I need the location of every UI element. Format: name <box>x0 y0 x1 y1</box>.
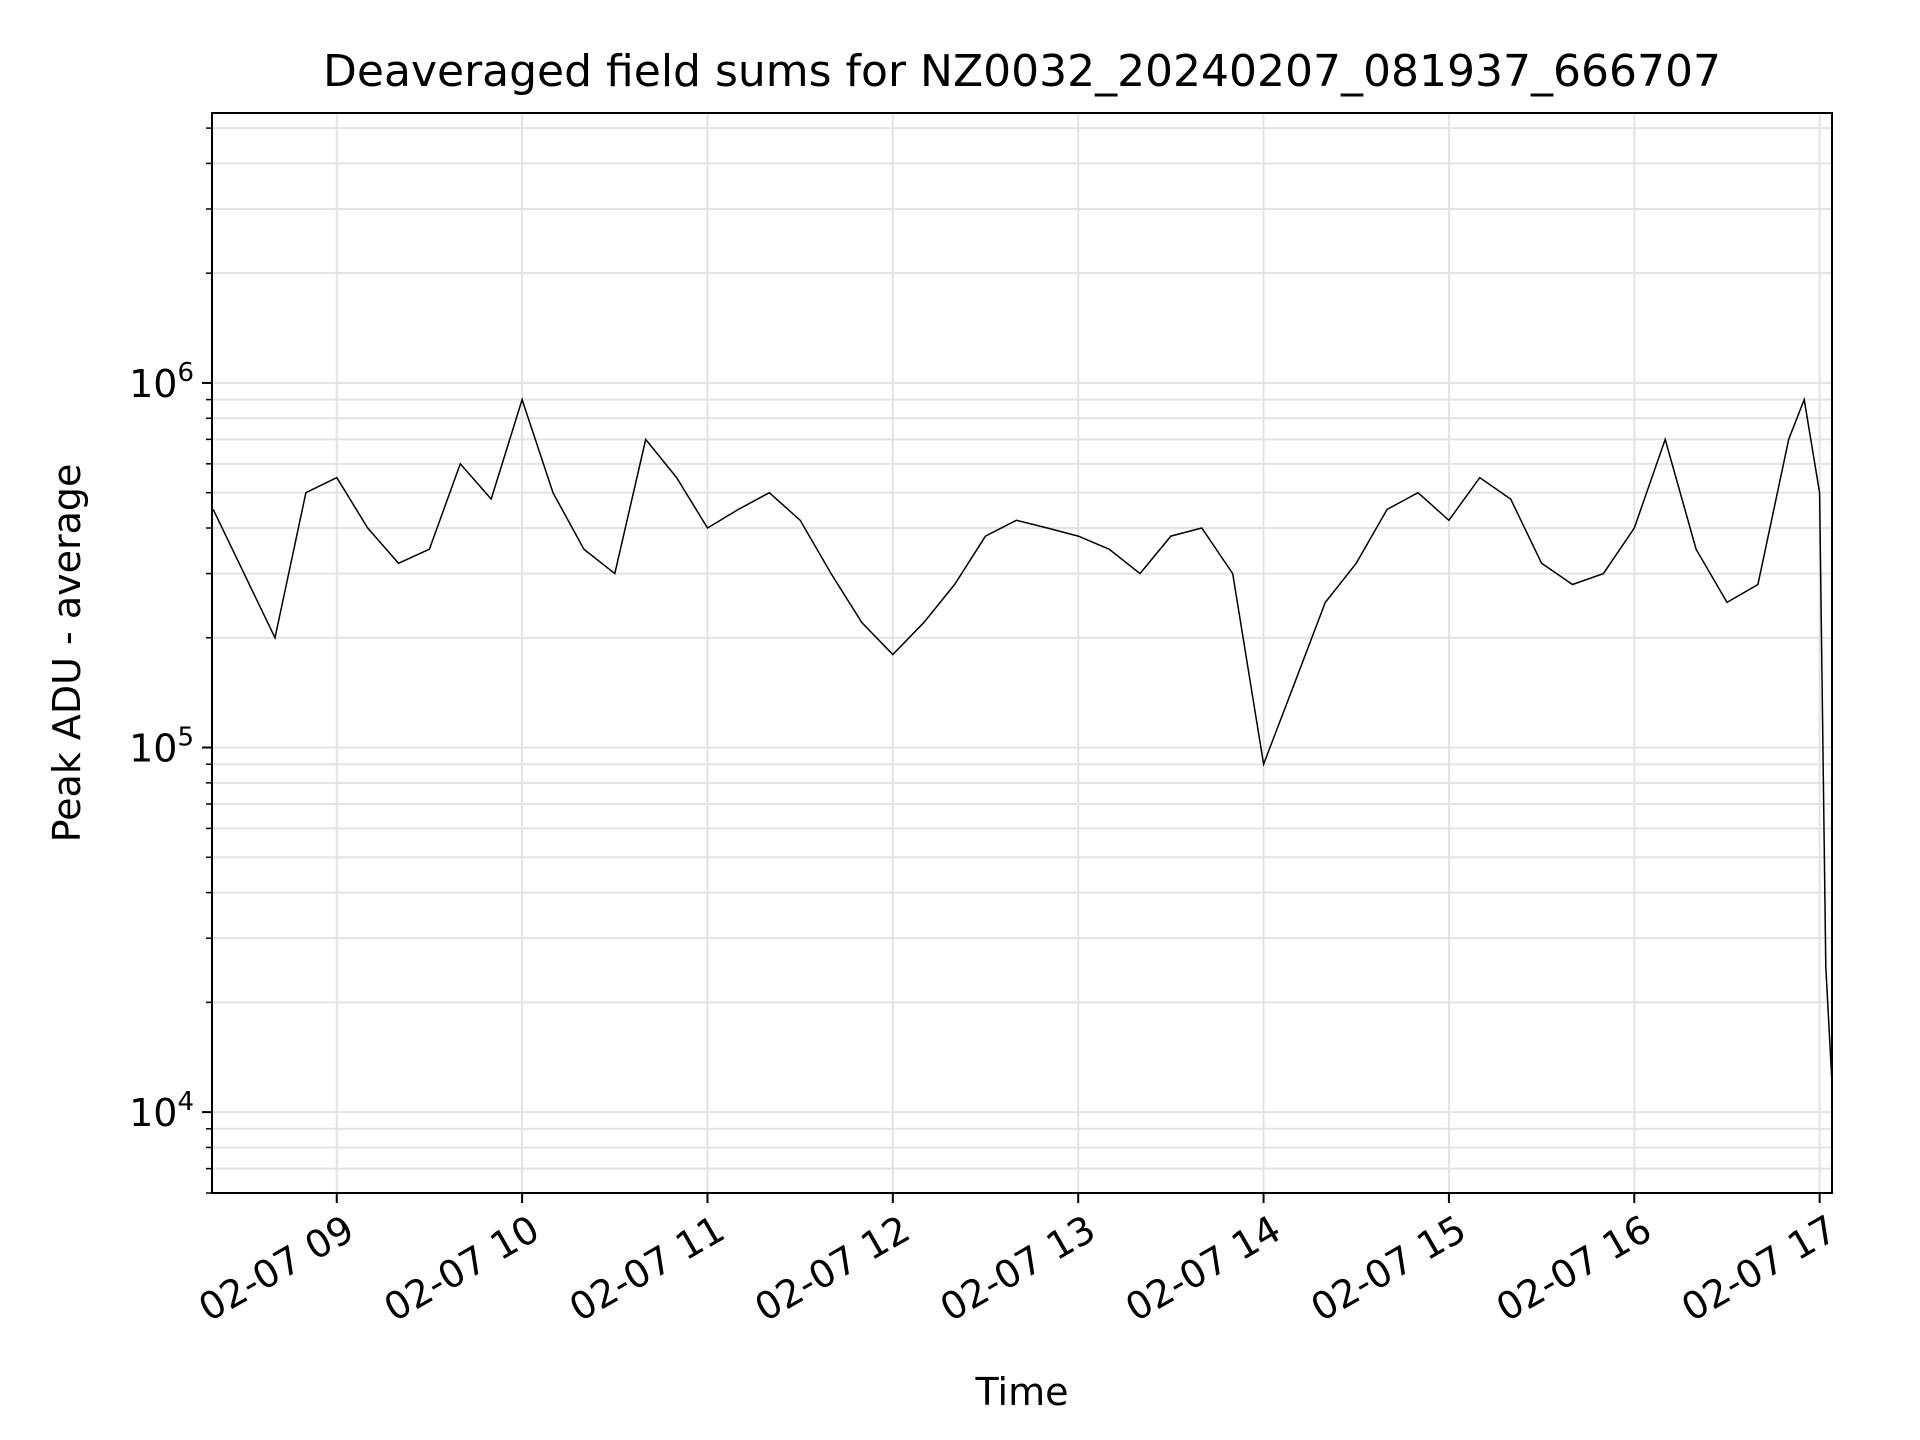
x-axis-label: Time <box>975 1370 1069 1414</box>
plot-frame <box>211 112 1833 1194</box>
grid <box>212 113 1832 1194</box>
chart-title: Deaveraged field sums for NZ0032_2024020… <box>323 46 1721 97</box>
y-tick-label: 106 <box>129 358 194 406</box>
y-axis-label: Peak ADU - average <box>45 464 89 843</box>
y-tick-label: 105 <box>129 723 194 771</box>
series-line-0 <box>212 396 1833 1084</box>
y-tick-label: 104 <box>129 1087 194 1135</box>
series-group <box>212 396 1833 1084</box>
